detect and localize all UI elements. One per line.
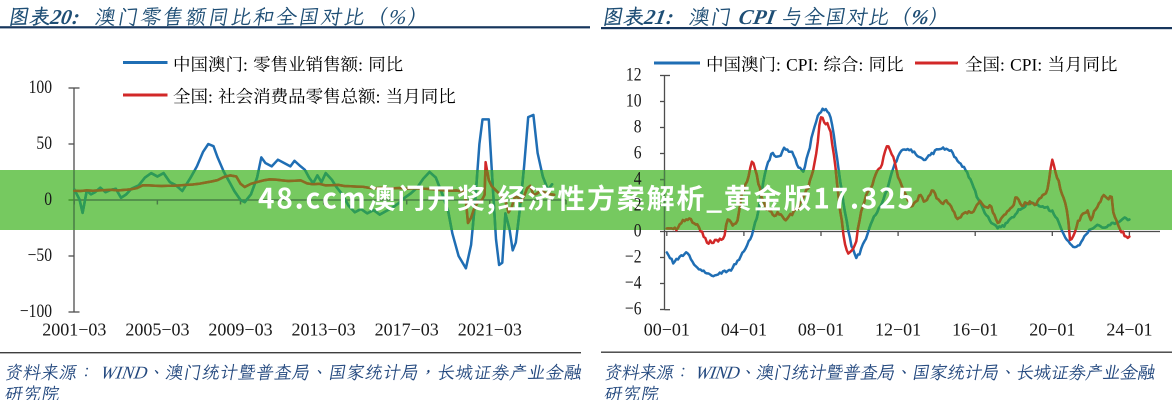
svg-text:10: 10 — [626, 91, 642, 112]
svg-text:4: 4 — [634, 169, 642, 190]
svg-text:−50: −50 — [28, 245, 52, 266]
svg-text:2017−03: 2017−03 — [375, 320, 439, 340]
svg-text:20−01: 20−01 — [1029, 320, 1075, 340]
svg-text:2005−03: 2005−03 — [125, 320, 189, 340]
svg-text:−6: −6 — [625, 299, 642, 320]
svg-text:−4: −4 — [625, 273, 642, 294]
svg-text:12−01: 12−01 — [875, 320, 921, 340]
svg-text:−100: −100 — [20, 301, 52, 322]
svg-text:8: 8 — [634, 117, 642, 138]
svg-text:12: 12 — [626, 65, 642, 86]
svg-text:2009−03: 2009−03 — [208, 320, 272, 340]
svg-text:0: 0 — [634, 221, 642, 242]
svg-text:0: 0 — [44, 189, 52, 210]
svg-text:−2: −2 — [625, 247, 642, 268]
svg-text:2: 2 — [634, 195, 642, 216]
svg-text:2001−03: 2001−03 — [42, 320, 106, 340]
svg-text:16−01: 16−01 — [952, 320, 998, 340]
svg-text:24−01: 24−01 — [1106, 320, 1152, 340]
svg-text:2021−03: 2021−03 — [458, 320, 522, 340]
svg-text:04−01: 04−01 — [721, 320, 767, 340]
svg-text:50: 50 — [36, 133, 52, 154]
svg-text:2013−03: 2013−03 — [292, 320, 356, 340]
svg-text:00−01: 00−01 — [644, 320, 690, 340]
svg-text:08−01: 08−01 — [798, 320, 844, 340]
svg-text:6: 6 — [634, 143, 642, 164]
svg-text:100: 100 — [29, 77, 52, 98]
